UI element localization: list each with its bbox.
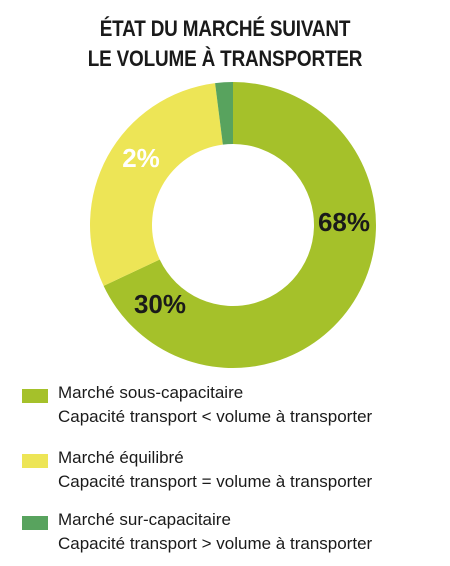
chart-title-line-1: ÉTAT DU MARCHÉ SUIVANT — [99, 16, 351, 41]
chart-title-line-2: LE VOLUME À TRANSPORTER — [87, 46, 363, 71]
donut-slices — [90, 82, 376, 368]
donut-slice-equilibre — [90, 83, 223, 286]
legend-label: Marché sur-capacitaire — [58, 510, 231, 529]
slice-label-30: 30% — [134, 289, 186, 319]
donut-slice-sur-capacitaire — [215, 82, 233, 145]
chart-title: ÉTAT DU MARCHÉ SUIVANT LE VOLUME À TRANS… — [32, 14, 419, 74]
donut-chart: 68% 30% 2% — [90, 82, 376, 368]
legend-description: Capacité transport = volume à transporte… — [58, 472, 373, 491]
slice-label-2: 2% — [122, 143, 160, 173]
donut-slice-sous-capacitaire — [103, 82, 376, 368]
legend-description: Capacité transport < volume à transporte… — [58, 407, 373, 426]
slice-label-68: 68% — [318, 207, 370, 237]
legend-swatch — [22, 454, 48, 468]
legend-label: Marché équilibré — [58, 448, 184, 467]
legend-swatch — [22, 516, 48, 530]
legend-description: Capacité transport > volume à transporte… — [58, 534, 373, 553]
donut-slice-labels: 68% 30% 2% — [122, 143, 370, 319]
legend-label: Marché sous-capacitaire — [58, 383, 244, 402]
legend-swatch — [22, 389, 48, 403]
